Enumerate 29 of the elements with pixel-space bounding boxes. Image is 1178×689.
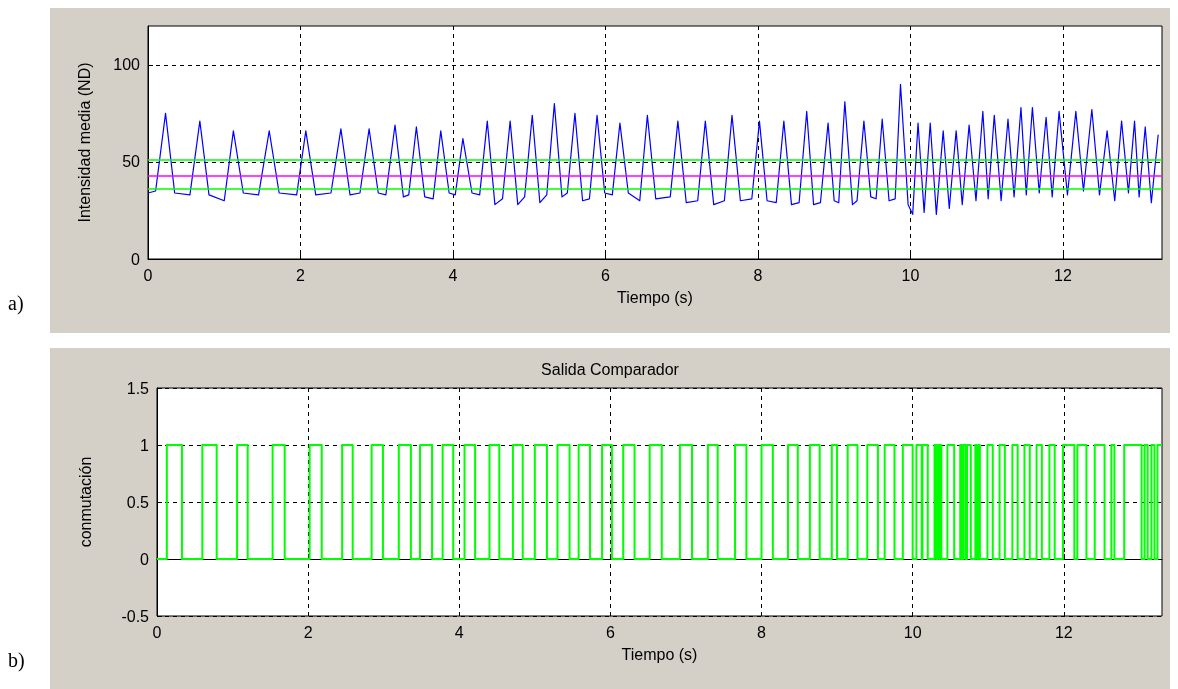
chart-title: Salida Comparador — [541, 360, 680, 378]
x-tick-label: 4 — [454, 623, 464, 641]
x-tick-label: 4 — [448, 266, 458, 284]
y-tick-label: 1.5 — [126, 379, 150, 397]
x-tick-label: 6 — [600, 266, 610, 284]
y-tick-label: -0.5 — [121, 607, 150, 625]
x-axis-title: Tiempo (s) — [617, 288, 693, 306]
x-tick-label: 0 — [152, 623, 162, 641]
x-tick-label: 12 — [1053, 266, 1072, 284]
x-tick-label: 2 — [303, 623, 313, 641]
x-tick-label: 10 — [903, 623, 922, 641]
x-axis-title: Tiempo (s) — [621, 645, 698, 663]
y-tick-label: 0 — [140, 550, 150, 568]
y-tick-label: 0 — [131, 250, 141, 268]
y-axis-title: conmutación — [76, 456, 94, 548]
y-axis-title: Intensidad media (ND) — [75, 62, 93, 223]
x-tick-label: 10 — [901, 266, 920, 284]
x-tick-label: 2 — [296, 266, 306, 284]
line-series — [147, 83, 1159, 215]
y-tick-label: 1 — [140, 436, 150, 454]
x-tick-label: 8 — [753, 266, 763, 284]
text: b) — [8, 649, 25, 671]
x-tick-label: 12 — [1054, 623, 1073, 641]
text: a) — [8, 292, 24, 314]
y-tick-label: 0.5 — [126, 493, 150, 511]
y-tick-label: 100 — [113, 56, 141, 74]
y-tick-label: 50 — [122, 153, 141, 171]
x-tick-label: 6 — [605, 623, 615, 641]
x-tick-label: 8 — [757, 623, 767, 641]
